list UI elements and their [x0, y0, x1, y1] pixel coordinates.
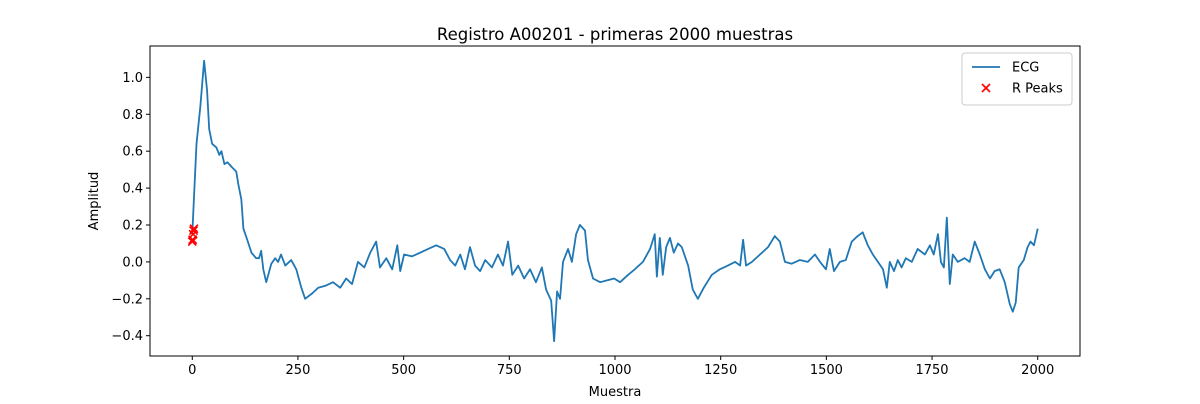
r-peak-marker — [189, 224, 199, 234]
y-tick-label: 0.4 — [122, 182, 143, 197]
chart-title: Registro A00201 - primeras 2000 muestras — [437, 25, 793, 44]
ecg-line — [191, 59, 1039, 343]
r-peak-marker — [187, 237, 197, 247]
x-tick-label: 750 — [497, 363, 522, 378]
x-axis-label: Muestra — [589, 385, 642, 400]
legend-marker — [981, 83, 991, 93]
x-tick-label: 2000 — [1021, 363, 1054, 378]
x-tick-label: 500 — [391, 363, 416, 378]
x-tick-label: 1500 — [810, 363, 843, 378]
legend-label: R Peaks — [1012, 82, 1063, 97]
plot-frame — [149, 45, 1081, 357]
x-tick-label: 250 — [286, 363, 311, 378]
r-peak-marker — [188, 225, 199, 236]
y-tick-label: 0.2 — [122, 218, 143, 233]
y-tick-label: 0.0 — [122, 255, 143, 270]
x-tick-label: 1750 — [915, 363, 948, 378]
x-tick-label: 1250 — [704, 363, 737, 378]
y-tick-label: −0.2 — [111, 292, 143, 307]
y-tick-label: 0.6 — [122, 145, 143, 160]
x-tick-label: 0 — [188, 363, 196, 378]
x-tick-label: 1000 — [598, 363, 631, 378]
y-axis-label: Amplitud — [87, 172, 102, 231]
y-tick-label: −0.4 — [111, 329, 143, 344]
legend-label: ECG — [1012, 61, 1039, 76]
y-tick-label: 0.8 — [122, 108, 143, 123]
y-tick-label: 1.0 — [122, 71, 143, 86]
